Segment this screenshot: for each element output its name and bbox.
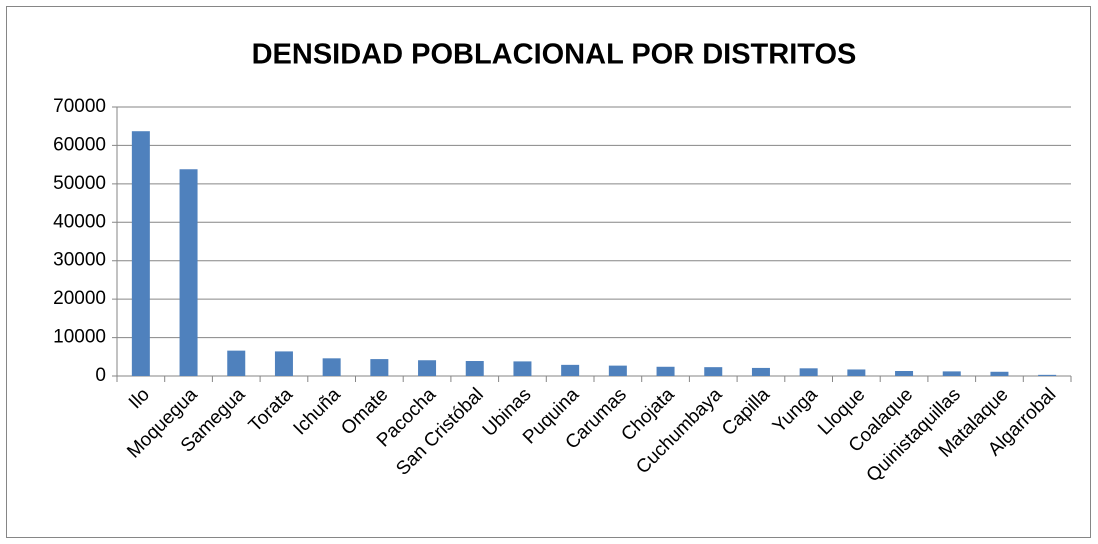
y-tick-label: 70000	[53, 96, 106, 117]
bar	[656, 366, 675, 376]
y-tick-label: 30000	[53, 250, 106, 271]
bar	[561, 364, 580, 376]
bar	[799, 368, 818, 376]
bar	[895, 371, 914, 376]
bar	[370, 359, 389, 376]
bar	[418, 360, 437, 376]
y-tick-label: 60000	[53, 134, 106, 155]
bar	[227, 350, 246, 376]
bar	[179, 169, 198, 376]
bar	[274, 351, 293, 376]
bar	[942, 371, 961, 376]
bar	[465, 361, 484, 376]
bar	[847, 369, 866, 376]
y-tick-label: 50000	[53, 173, 106, 194]
y-tick-label: 20000	[53, 288, 106, 309]
bar	[704, 367, 723, 376]
bar	[608, 365, 627, 376]
bar	[513, 361, 532, 376]
y-tick-label: 0	[95, 365, 106, 386]
bar	[751, 367, 770, 376]
bar	[131, 131, 150, 376]
chart-title: DENSIDAD POBLACIONAL POR DISTRITOS	[252, 39, 857, 71]
y-tick-label: 10000	[53, 327, 106, 348]
bar	[990, 371, 1009, 376]
chart-border	[6, 6, 1091, 538]
bar	[322, 358, 341, 376]
y-tick-label: 40000	[53, 211, 106, 232]
bar	[1038, 374, 1057, 376]
